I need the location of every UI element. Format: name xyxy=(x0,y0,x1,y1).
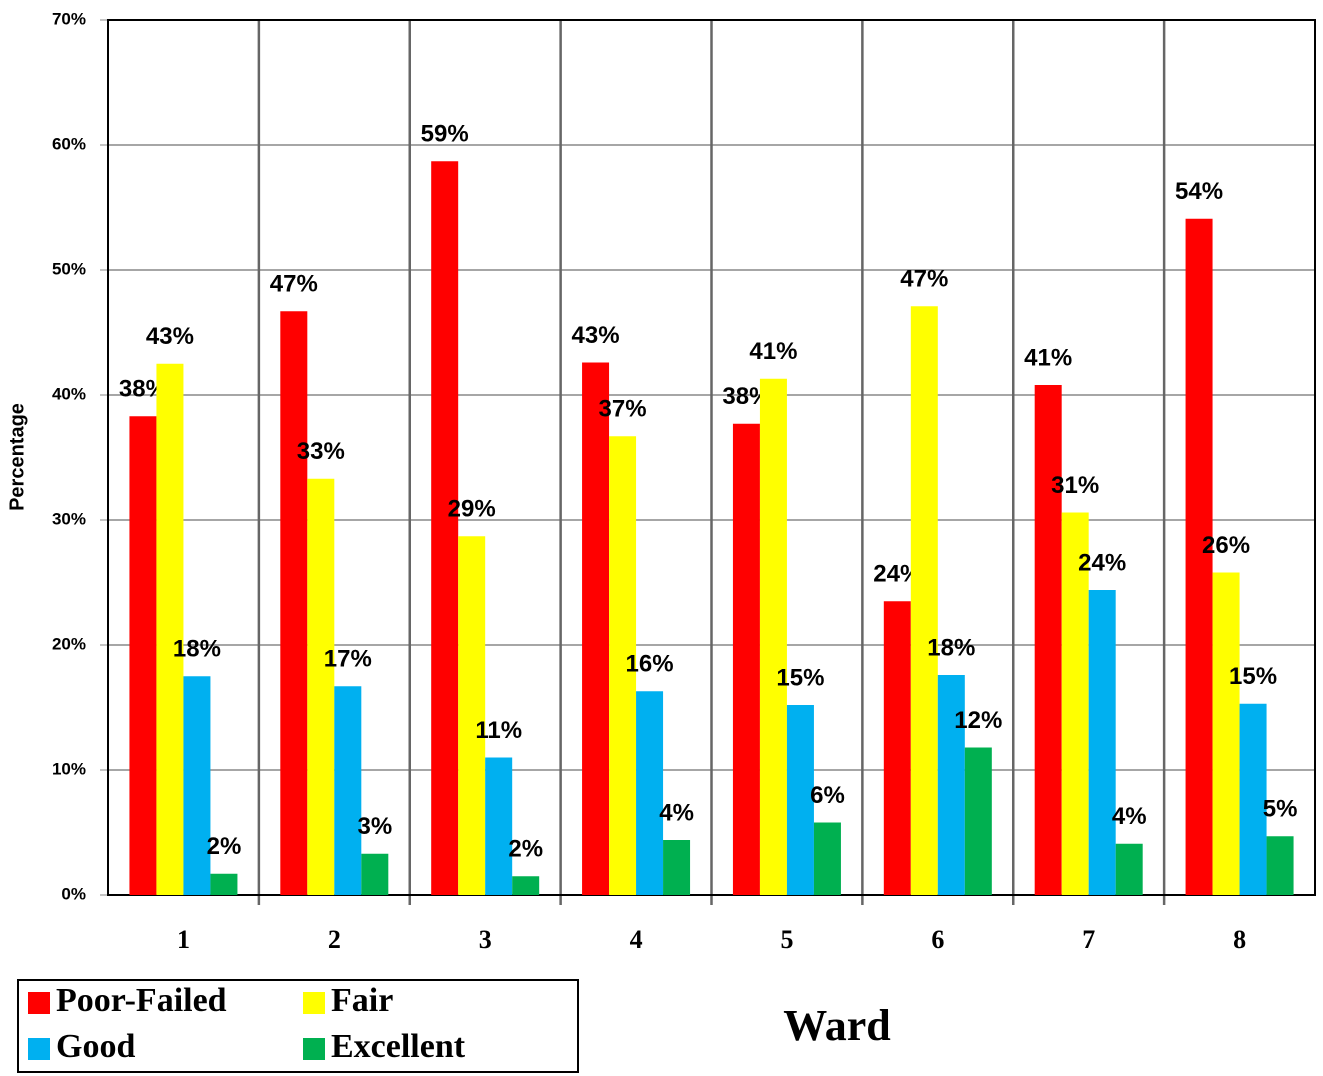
bar xyxy=(156,363,184,895)
bar xyxy=(307,478,335,895)
value-label: 41% xyxy=(749,338,797,365)
legend-box xyxy=(17,979,579,1073)
value-label: 2% xyxy=(508,836,543,863)
bar xyxy=(732,423,760,895)
value-label: 5% xyxy=(1263,796,1298,823)
value-label: 43% xyxy=(146,323,194,350)
x-tick-label: 4 xyxy=(630,925,643,954)
bar xyxy=(937,675,965,895)
value-label: 17% xyxy=(324,646,372,673)
value-label: 29% xyxy=(448,496,496,523)
bar xyxy=(1115,843,1143,895)
x-tick-label: 1 xyxy=(177,925,190,954)
value-label: 6% xyxy=(810,782,845,809)
bar xyxy=(210,873,238,895)
value-label: 31% xyxy=(1051,472,1099,499)
y-tick-label: 30% xyxy=(52,509,86,528)
legend-swatch xyxy=(303,992,325,1014)
y-tick-label: 40% xyxy=(52,384,86,403)
bar xyxy=(759,378,787,895)
bar xyxy=(361,853,389,895)
value-label: 47% xyxy=(900,266,948,293)
bar xyxy=(183,676,211,895)
value-label: 12% xyxy=(954,707,1002,734)
x-tick-label: 3 xyxy=(479,925,492,954)
bar xyxy=(636,691,664,895)
x-tick-label: 2 xyxy=(328,925,341,954)
legend-swatch xyxy=(28,1038,50,1060)
bar xyxy=(1061,512,1089,895)
value-label: 4% xyxy=(659,799,694,826)
legend-label: Good xyxy=(56,1028,135,1065)
value-label: 43% xyxy=(572,322,620,349)
x-tick-label: 8 xyxy=(1233,925,1246,954)
value-label: 2% xyxy=(207,833,242,860)
bar xyxy=(458,536,486,895)
value-label: 3% xyxy=(357,813,392,840)
value-label: 33% xyxy=(297,438,345,465)
value-label: 54% xyxy=(1175,178,1223,205)
value-label: 15% xyxy=(1229,663,1277,690)
value-label: 37% xyxy=(599,396,647,423)
bar xyxy=(129,416,157,895)
legend-label: Poor-Failed xyxy=(56,982,227,1019)
x-tick-label: 5 xyxy=(780,925,793,954)
value-label: 24% xyxy=(1078,549,1126,576)
legend-swatch xyxy=(303,1038,325,1060)
bar xyxy=(512,876,540,895)
y-tick-label: 10% xyxy=(52,759,86,778)
bar xyxy=(786,705,814,895)
bar xyxy=(883,601,911,895)
bar xyxy=(1212,572,1240,895)
value-label: 26% xyxy=(1202,532,1250,559)
legend-swatch xyxy=(28,992,50,1014)
bar xyxy=(1239,703,1267,895)
bar xyxy=(813,822,841,895)
y-tick-label: 50% xyxy=(52,259,86,278)
value-label: 41% xyxy=(1024,344,1072,371)
bar xyxy=(280,311,308,895)
value-label: 4% xyxy=(1112,803,1147,830)
value-label: 59% xyxy=(421,121,469,148)
bar xyxy=(431,161,459,895)
bar xyxy=(582,362,610,895)
plot-frame xyxy=(107,19,1316,896)
bar xyxy=(1185,218,1213,895)
bar xyxy=(485,757,513,895)
y-tick-label: 70% xyxy=(52,9,86,28)
x-tick-label: 6 xyxy=(931,925,944,954)
bar xyxy=(609,436,637,895)
bar xyxy=(1088,590,1116,895)
bar xyxy=(334,686,362,895)
value-label: 16% xyxy=(626,651,674,678)
value-label: 47% xyxy=(270,271,318,298)
value-label: 18% xyxy=(173,636,221,663)
bar xyxy=(910,306,938,895)
y-tick-label: 0% xyxy=(61,884,86,903)
x-tick-label: 7 xyxy=(1082,925,1095,954)
x-axis-title: Ward xyxy=(783,1001,891,1050)
value-label: 18% xyxy=(927,634,975,661)
value-label: 11% xyxy=(475,717,522,744)
y-axis-title: Percentage xyxy=(6,403,28,511)
bar xyxy=(1034,385,1062,895)
value-label: 15% xyxy=(776,664,824,691)
y-tick-label: 60% xyxy=(52,134,86,153)
bar xyxy=(663,840,691,895)
legend-label: Fair xyxy=(331,982,393,1019)
bar xyxy=(964,747,992,895)
bar xyxy=(1266,836,1294,895)
y-tick-label: 20% xyxy=(52,634,86,653)
legend-label: Excellent xyxy=(331,1028,466,1065)
